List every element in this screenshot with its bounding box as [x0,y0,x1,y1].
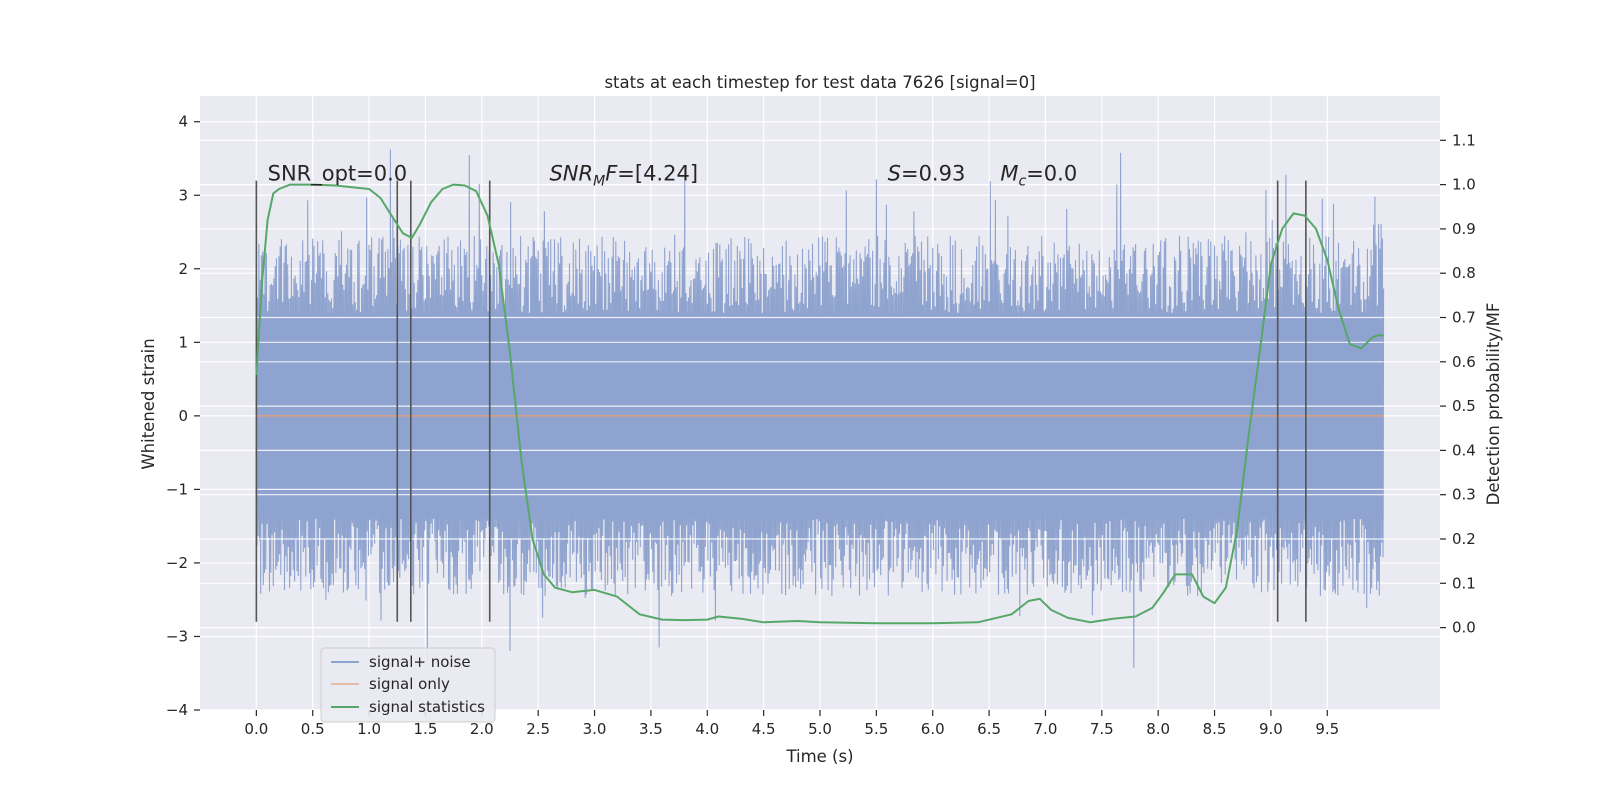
x-tick-label: 6.5 [977,720,1001,738]
annotations: SNR_opt=0.0 SNRMF=[4.24] S=0.93 Mc=0.0 [268,162,1078,190]
legend-entry-signal: signal only [369,675,450,693]
x-tick-label: 0.0 [244,720,268,738]
y-tick-label: 4 [178,113,188,131]
stats-series [255,183,1384,625]
x-tick-label: 4.0 [695,720,719,738]
y2-tick-label: 0.1 [1452,574,1476,592]
x-tick-label: 5.0 [808,720,832,738]
y2-tick-label: 0.9 [1452,220,1476,238]
x-tick-label: 8.5 [1203,720,1227,738]
x-tick-label: 9.0 [1259,720,1283,738]
x-tick-label: 3.5 [639,720,663,738]
x-tick-label: 1.5 [414,720,438,738]
x-tick-label: 6.0 [921,720,945,738]
y-tick-label: 1 [178,333,188,351]
y2-tick-label: 0.6 [1452,353,1476,371]
noise-line [255,149,1385,669]
event-markers [255,180,1307,622]
y2-tick-label: 1.1 [1452,131,1476,149]
y-tick-label: 2 [178,260,188,278]
stats-line [255,183,1384,625]
y2-tick-label: 0.8 [1452,264,1476,282]
y-tick-label: 3 [178,186,188,204]
y2-tick-label: 0.7 [1452,309,1476,327]
x-tick-label: 4.5 [752,720,776,738]
y2-tick-label: 0.2 [1452,530,1476,548]
legend-entry-noise: signal+ noise [369,653,471,671]
y-axis-ticks: 4 3 2 1 0 −1 −2 −3 −4 [166,113,200,719]
annotation-snr-mf: SNRMF=[4.24] [549,162,698,190]
y-tick-label: −4 [166,701,188,719]
x-tick-label: 2.5 [526,720,550,738]
x-tick-label: 1.0 [357,720,381,738]
x-tick-label: 2.0 [470,720,494,738]
x-tick-label: 7.5 [1090,720,1114,738]
x-tick-label: 8.0 [1146,720,1170,738]
x-tick-label: 3.0 [583,720,607,738]
x-tick-label: 0.5 [301,720,325,738]
x-tick-label: 5.5 [864,720,888,738]
y2-axis-ticks: 1.1 1.0 0.9 0.8 0.7 0.6 0.5 0.4 0.3 0.2 0.1 0.0 [1440,131,1476,637]
y2-tick-label: 1.0 [1452,176,1476,194]
y-tick-label: −2 [166,554,188,572]
legend-box [320,647,496,723]
x-tick-label: 9.5 [1315,720,1339,738]
y2-tick-label: 0.3 [1452,486,1476,504]
y2-tick-label: 0.0 [1452,619,1476,637]
y2-tick-label: 0.5 [1452,397,1476,415]
y2-axis-label: Detection probability/MF [1484,303,1503,506]
annotation-snr-opt: SNR_opt=0.0 [268,162,408,187]
y-tick-label: 0 [178,407,188,425]
y-tick-label: −3 [166,627,188,645]
y-axis-label: Whitened strain [139,338,158,469]
annotation-s-stat: S=0.93 [888,162,966,186]
x-axis-label: Time (s) [785,747,853,766]
legend: signal+ noise signal only signal statist… [320,647,496,723]
annotation-mc: Mc=0.0 [1000,162,1077,190]
x-axis-ticks: 0.0 0.5 1.0 1.5 2.0 2.5 3.0 3.5 4.0 4.5 5.0 5.5 6.0 6… [244,710,1339,738]
y-tick-label: −1 [166,480,188,498]
y2-tick-label: 0.4 [1452,441,1476,459]
legend-entry-stats: signal statistics [369,698,485,716]
chart-title: stats at each timestep for test data 762… [604,73,1035,92]
x-tick-label: 7.0 [1034,720,1058,738]
